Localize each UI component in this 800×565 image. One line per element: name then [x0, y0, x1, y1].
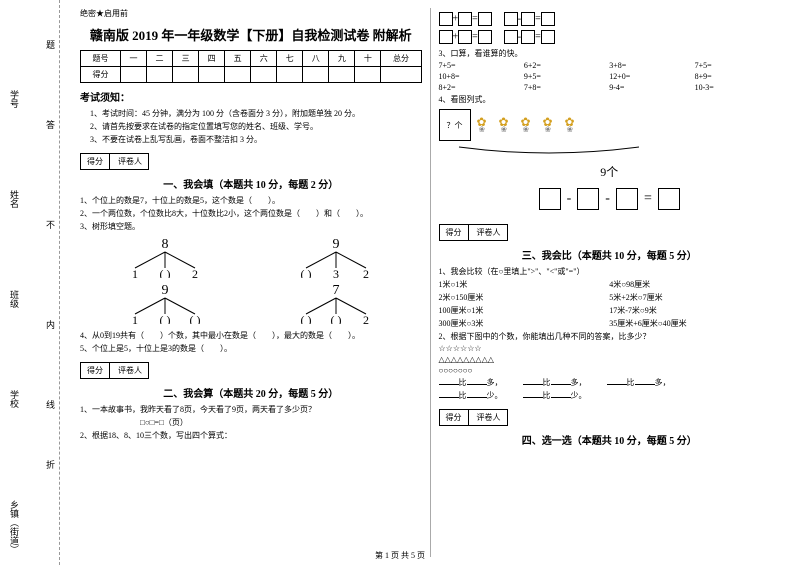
fold-label: 答 — [44, 120, 57, 129]
brace-label: 9个 — [439, 163, 781, 180]
score-box: 得分 评卷人 — [439, 224, 508, 241]
section-title: 四、选一选（本题共 10 分，每题 5 分） — [439, 432, 781, 447]
notice-item: 1、考试时间：45 分钟，满分为 100 分（含卷面分 3 分），附加题单独 2… — [90, 108, 422, 119]
fill-blanks: 比少。 比少。 — [439, 390, 781, 401]
equation-boxes: += -= — [439, 12, 781, 26]
svg-text:( ): ( ) — [301, 267, 312, 278]
tree-diagrams: 9 1 ( ) ( ) 7 ( ) ( ) 2 — [80, 284, 422, 324]
score-label: 得分 — [440, 225, 469, 240]
grader-label: 评卷人 — [471, 410, 507, 425]
fold-label: 不 — [44, 220, 57, 229]
question: 4、看图列式。 — [439, 94, 781, 105]
section-title: 一、我会填（本题共 10 分，每题 2 分） — [80, 176, 422, 191]
question: 5、个位上是5，十位上是3的数是（ ）。 — [80, 343, 422, 354]
score-label: 得分 — [81, 154, 110, 169]
score-box: 得分 评卷人 — [80, 362, 149, 379]
stars-row: ☆☆☆☆☆☆ — [439, 344, 781, 353]
svg-text:2: 2 — [363, 313, 369, 324]
exam-title: 赣南版 2019 年一年级数学【下册】自我检测试卷 附解析 — [80, 25, 422, 44]
grader-label: 评卷人 — [112, 154, 148, 169]
svg-text:2: 2 — [363, 267, 369, 278]
fold-label: 折 — [44, 460, 57, 469]
svg-text:9: 9 — [333, 238, 340, 252]
margin-label: 班级 — [8, 290, 21, 308]
cube-box: ？个 — [439, 109, 471, 141]
fold-label: 题 — [44, 40, 57, 49]
svg-text:( ): ( ) — [160, 313, 171, 324]
fold-label: 内 — [44, 320, 57, 329]
circles-row: ○○○○○○○ — [439, 366, 781, 375]
score-table: 题号一二三四五六七八九十总分 得分 — [80, 50, 422, 83]
big-equation: --= — [439, 188, 781, 210]
margin-label: 学校 — [8, 390, 21, 408]
svg-text:( ): ( ) — [190, 313, 201, 324]
question: 2、一个两位数，个位数比8大，十位数比2小，这个两位数是（ ）和（ ）。 — [80, 208, 422, 219]
grader-label: 评卷人 — [112, 363, 148, 378]
question: 2、根据下图中的个数，你能填出几种不同的答案，比多少？ — [439, 331, 781, 342]
notice-item: 3、不要在试卷上乱写乱画，卷面不整洁扣 3 分。 — [90, 134, 422, 145]
question: 3、树形填空题。 — [80, 221, 422, 232]
question: 1、个位上的数是7，十位上的数是5，这个数是（ ）。 — [80, 195, 422, 206]
margin-label: 学号 — [8, 90, 21, 108]
svg-text:7: 7 — [333, 284, 340, 298]
section-title: 二、我会算（本题共 20 分，每题 5 分） — [80, 385, 422, 400]
svg-text:1: 1 — [132, 313, 138, 324]
score-box: 得分 评卷人 — [439, 409, 508, 426]
svg-text:( ): ( ) — [331, 313, 342, 324]
question: 2、根据18、8、10三个数，写出四个算式： — [80, 430, 422, 441]
equation: □○□=□（页） — [140, 417, 422, 428]
notice-title: 考试须知： — [80, 89, 422, 104]
confidential-label: 绝密★启用前 — [80, 8, 422, 19]
question: 4、从0到19共有（ ）个数，其中最小在数是（ ），最大的数是（ ）。 — [80, 330, 422, 341]
tree-diagrams: 8 1 ( ) 2 9 ( ) 3 2 — [80, 238, 422, 278]
question: 1、一本故事书，我昨天看了8页，今天看了9页，两天看了多少页？ — [80, 404, 422, 415]
margin-label: 乡镇（街道） — [8, 500, 21, 554]
svg-text:3: 3 — [333, 267, 339, 278]
svg-text:2: 2 — [192, 267, 198, 278]
svg-text:8: 8 — [162, 238, 169, 252]
brace-icon — [439, 145, 639, 161]
svg-text:1: 1 — [132, 267, 138, 278]
grader-label: 评卷人 — [471, 225, 507, 240]
section-title: 三、我会比（本题共 10 分，每题 5 分） — [439, 247, 781, 262]
score-label: 得分 — [81, 363, 110, 378]
score-box: 得分 评卷人 — [80, 153, 149, 170]
svg-text:( ): ( ) — [160, 267, 171, 278]
margin-label: 姓名 — [8, 190, 21, 208]
svg-text:9: 9 — [162, 284, 169, 298]
fill-blanks: 比多， 比多， 比多， — [439, 377, 781, 388]
fold-label: 线 — [44, 400, 57, 409]
triangles-row: △△△△△△△△△ — [439, 355, 781, 364]
svg-text:( ): ( ) — [301, 313, 312, 324]
question: 3、口算，看谁算的快。 — [439, 48, 781, 59]
notice-item: 2、请首先按要求在试卷的指定位置填写您的姓名、班级、学号。 — [90, 121, 422, 132]
question: 1、我会比较（在○里填上">"、"<"或"="） — [439, 266, 781, 277]
score-label: 得分 — [440, 410, 469, 425]
equation-boxes: += -= — [439, 30, 781, 44]
page-footer: 第 1 页 共 5 页 — [0, 550, 800, 561]
flower-diagram: ？个 — [439, 109, 781, 141]
